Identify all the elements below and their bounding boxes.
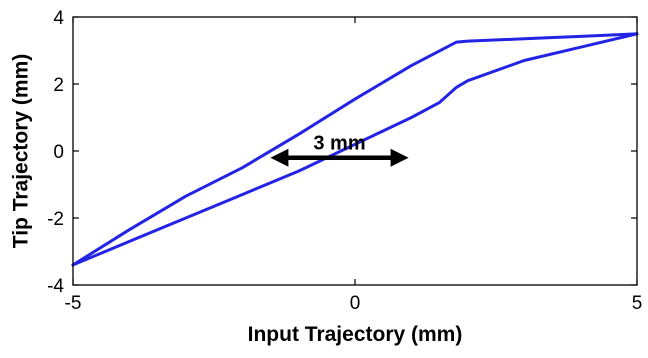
series-line-1 <box>71 32 639 267</box>
annotation-group: 3 mm <box>270 133 409 167</box>
x-tick-label: 5 <box>632 293 643 314</box>
y-tick-label: -2 <box>47 209 64 230</box>
x-tick-label: -5 <box>65 293 82 314</box>
annotation-label: 3 mm <box>313 133 365 155</box>
x-tick-label: 0 <box>350 293 361 314</box>
double-arrow-icon <box>270 148 409 167</box>
y-tick-label: 0 <box>53 142 64 163</box>
y-tick-label: 2 <box>53 75 64 96</box>
y-tick-label: -4 <box>47 276 64 297</box>
series-line-2 <box>71 32 639 267</box>
y-axis-label: Tip Trajectory (mm) <box>10 54 33 249</box>
x-axis-label: Input Trajectory (mm) <box>248 323 463 346</box>
y-tick-label: 4 <box>53 8 64 29</box>
series-lines <box>71 32 639 267</box>
axis-ticks: -5 0 5 -4 -2 0 2 4 <box>47 8 642 314</box>
